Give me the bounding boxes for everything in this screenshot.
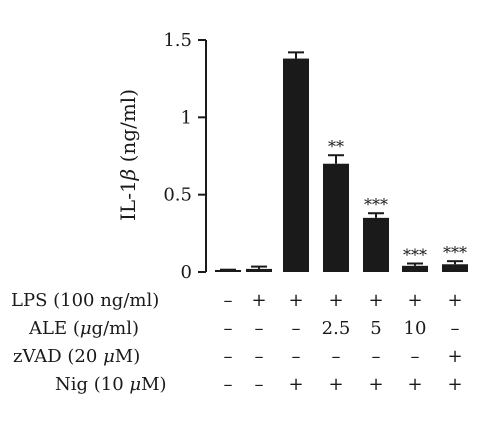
condition-cell: +	[447, 346, 462, 367]
condition-cell: –	[224, 346, 233, 367]
significance-label: ***	[443, 243, 467, 262]
bar	[402, 265, 428, 272]
significance-label: ***	[364, 195, 388, 214]
row-label-zvad: zVAD (20 μM)	[13, 346, 140, 367]
condition-cell: –	[372, 346, 381, 367]
condition-cell: +	[328, 374, 343, 395]
condition-cell: –	[224, 290, 233, 311]
row-label-lps: LPS (100 ng/ml)	[11, 290, 159, 311]
condition-cell: +	[407, 290, 422, 311]
condition-cell: +	[407, 374, 422, 395]
significance-label: **	[328, 137, 344, 156]
bar	[246, 268, 272, 272]
condition-cell: +	[447, 290, 462, 311]
condition-cell: –	[292, 346, 301, 367]
condition-cell: 2.5	[322, 318, 351, 339]
significance-label: ***	[403, 245, 427, 264]
condition-cell: 5	[370, 318, 381, 339]
condition-cell: +	[328, 290, 343, 311]
condition-cell: –	[224, 374, 233, 395]
y-tick-label: 1.5	[163, 30, 192, 51]
condition-cell: –	[255, 374, 264, 395]
bar	[215, 270, 241, 272]
condition-cell: 10	[404, 318, 427, 339]
condition-cell: +	[368, 374, 383, 395]
condition-cell: –	[224, 318, 233, 339]
bar	[363, 217, 389, 272]
bars-group: ******** ***	[215, 51, 468, 273]
bar	[283, 58, 309, 273]
row-label-nig: Nig (10 μM)	[55, 374, 167, 395]
y-tick-label: 0	[181, 262, 192, 283]
y-tick-label: 0.5	[163, 185, 192, 206]
condition-cell: –	[292, 318, 301, 339]
condition-table: – + + + + + +– – –2.5 5 10 –– – – – – – +– – + + + + +	[224, 290, 463, 395]
condition-cell: –	[332, 346, 341, 367]
y-tick-label: 1	[181, 107, 192, 128]
condition-cell: +	[447, 374, 462, 395]
condition-cell: –	[255, 346, 264, 367]
condition-cell: +	[251, 290, 266, 311]
y-axis-label: IL-1β (ng/ml)	[116, 89, 140, 221]
bar	[442, 264, 468, 272]
bar	[323, 163, 349, 272]
row-label-ale: ALE (μg/ml)	[28, 318, 139, 339]
condition-cell: –	[451, 318, 460, 339]
condition-cell: +	[288, 290, 303, 311]
condition-cell: +	[368, 290, 383, 311]
condition-cell: +	[288, 374, 303, 395]
condition-cell: –	[411, 346, 420, 367]
condition-cell: –	[255, 318, 264, 339]
y-axis: 0 0.5 1 1.5	[163, 30, 207, 283]
